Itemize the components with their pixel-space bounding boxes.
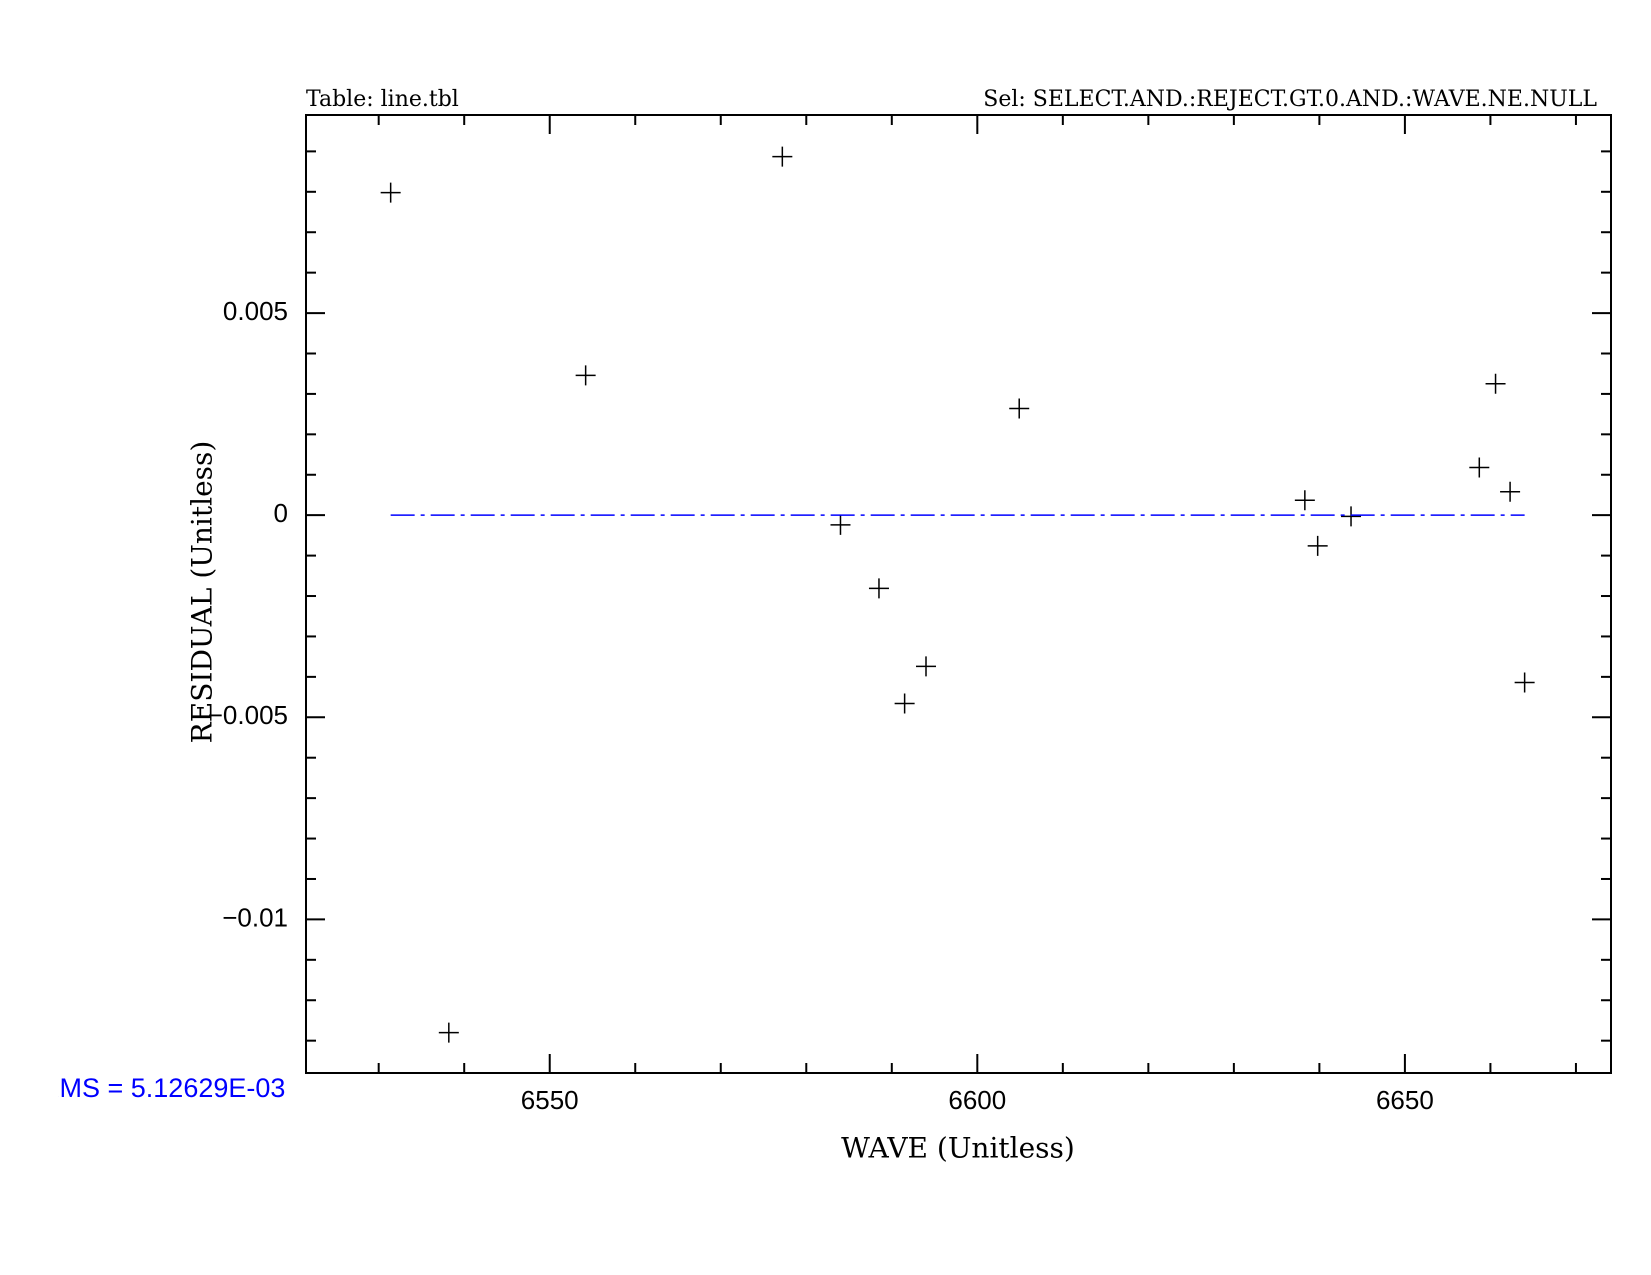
point <box>438 1022 459 1043</box>
point <box>1500 481 1521 502</box>
plot-frame <box>305 114 1612 1074</box>
y-tick-label: −0.005 <box>208 700 288 730</box>
point <box>1341 506 1362 527</box>
point <box>830 514 851 535</box>
point <box>380 182 401 203</box>
point <box>916 656 937 677</box>
point <box>575 365 596 386</box>
x-tick-label: 6550 <box>521 1085 579 1115</box>
x-tick-label: 6650 <box>1376 1085 1434 1115</box>
y-axis-label: RESIDUAL (Unitless) <box>186 441 219 744</box>
annotation-clip: RMS = 5.12629E-03 <box>40 1073 285 1103</box>
y-tick-label: −0.01 <box>222 902 288 932</box>
point <box>1294 490 1315 511</box>
point <box>1514 672 1535 693</box>
point <box>868 578 889 599</box>
point <box>1469 457 1490 478</box>
point <box>894 693 915 714</box>
y-tick-label: 0.005 <box>223 296 288 326</box>
point <box>1009 398 1030 419</box>
rms-annotation: RMS = 5.12629E-03 <box>40 1073 285 1103</box>
point <box>772 146 793 167</box>
point <box>1485 373 1506 394</box>
table-label: Table: line.tbl <box>306 87 459 112</box>
x-tick-label: 6600 <box>948 1085 1006 1115</box>
point <box>1307 535 1328 556</box>
selection-label: Sel: SELECT.AND.:REJECT.GT.0.AND.:WAVE.N… <box>983 87 1597 112</box>
y-tick-label: 0 <box>274 498 288 528</box>
x-axis-label: WAVE (Unitless) <box>841 1132 1075 1165</box>
